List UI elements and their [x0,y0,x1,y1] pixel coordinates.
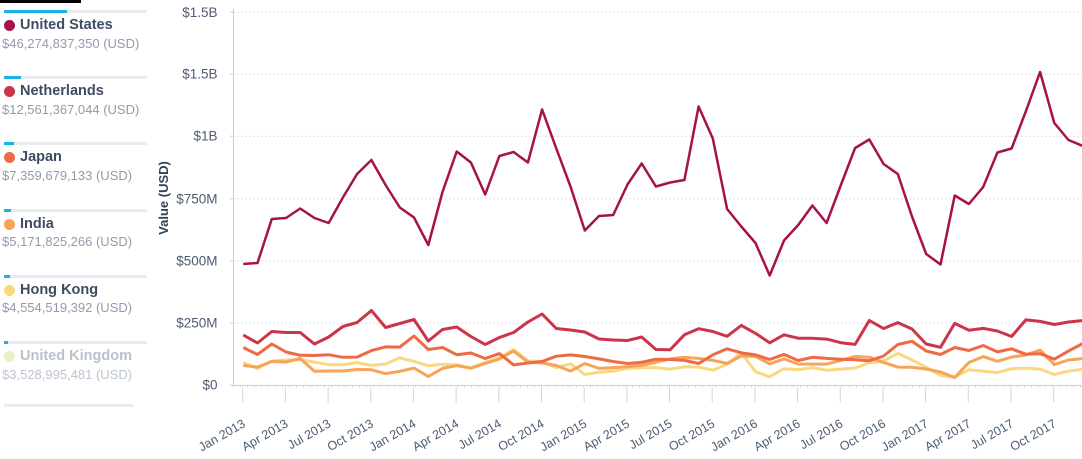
svg-text:Oct 2015: Oct 2015 [666,416,717,454]
svg-text:$250M: $250M [176,316,217,331]
svg-text:Jan 2013: Jan 2013 [196,416,248,454]
svg-text:Oct 2013: Oct 2013 [325,416,376,454]
svg-text:Oct 2014: Oct 2014 [496,416,547,454]
svg-text:Jul 2014: Jul 2014 [456,416,504,452]
svg-text:Apr 2014: Apr 2014 [410,416,461,454]
svg-text:Jul 2016: Jul 2016 [797,416,845,452]
svg-text:$1.5B: $1.5B [182,67,217,82]
svg-text:Jan 2014: Jan 2014 [367,416,419,454]
svg-text:Jul 2017: Jul 2017 [968,416,1016,452]
svg-text:$1B: $1B [193,129,217,144]
svg-text:Jul 2013: Jul 2013 [285,416,333,452]
svg-text:$750M: $750M [176,191,217,206]
svg-text:Jan 2017: Jan 2017 [879,416,931,454]
svg-text:$1.5B: $1.5B [182,5,217,20]
svg-text:Jul 2015: Jul 2015 [627,416,675,452]
svg-text:Apr 2016: Apr 2016 [752,416,803,454]
svg-text:Jan 2015: Jan 2015 [538,416,590,454]
svg-text:Apr 2015: Apr 2015 [581,416,632,454]
svg-text:Value (USD): Value (USD) [156,161,171,235]
svg-text:Apr 2013: Apr 2013 [239,416,290,454]
svg-text:$0: $0 [202,378,217,393]
svg-text:$500M: $500M [176,253,217,268]
svg-text:Jan 2016: Jan 2016 [708,416,760,454]
svg-text:Oct 2016: Oct 2016 [837,416,888,454]
svg-text:Oct 2017: Oct 2017 [1008,416,1059,454]
svg-text:Apr 2017: Apr 2017 [922,416,973,454]
